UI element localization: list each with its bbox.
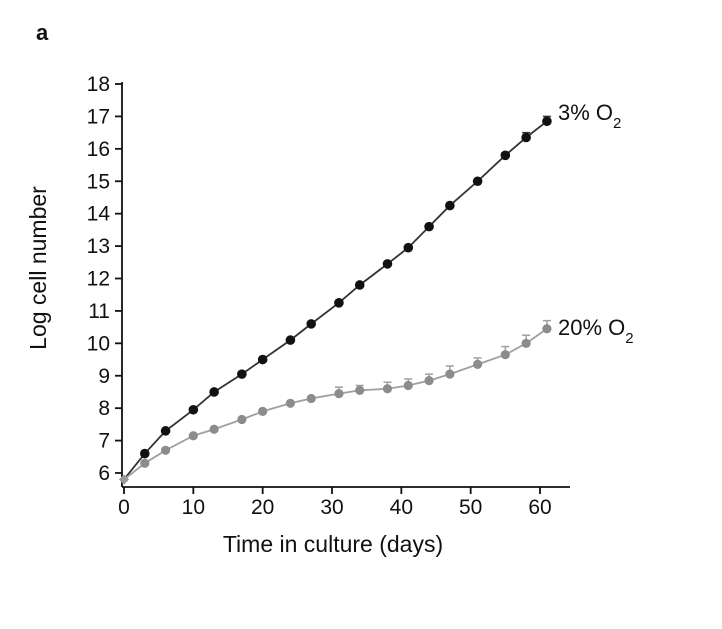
y-tick-label: 6: [98, 462, 110, 485]
data-point: [306, 393, 316, 404]
data-point: [209, 424, 219, 434]
y-tick-label: 14: [87, 203, 111, 226]
x-tick-label: 0: [118, 496, 130, 519]
data-point: [258, 406, 268, 417]
data-point: [237, 369, 247, 379]
data-point: [445, 369, 455, 379]
y-tick-label: 15: [87, 170, 110, 193]
data-point: [306, 319, 317, 329]
y-axis-title: Log cell number: [25, 186, 51, 350]
y-tick-label: 16: [87, 138, 110, 161]
x-tick-label: 40: [390, 496, 413, 519]
y-tick-label: 9: [98, 365, 110, 388]
axes: 6 7 8 9 10 11 12 13 14 15 16 17 18 0 10 20 30 40 50 60: [87, 73, 570, 519]
data-point: [521, 132, 531, 143]
data-point: [140, 458, 150, 468]
data-point: [285, 398, 295, 408]
data-point: [209, 387, 219, 397]
data-point: [285, 335, 296, 345]
data-point: [334, 388, 344, 399]
y-tick-label: 17: [87, 105, 110, 128]
data-point: [140, 448, 150, 459]
data-point: [472, 176, 483, 187]
data-point: [355, 385, 365, 395]
y-tick-label: 8: [98, 397, 110, 420]
data-point: [161, 445, 171, 455]
data-point: [424, 221, 434, 232]
x-tick-label: 50: [459, 496, 482, 519]
data-point: [354, 280, 365, 290]
data-point: [160, 426, 171, 436]
x-tick-label: 10: [182, 496, 205, 519]
data-point: [382, 259, 393, 269]
y-tick-label: 12: [87, 268, 110, 291]
data-point: [542, 324, 552, 334]
series-layer: 3% O2 20% O2: [119, 100, 634, 485]
data-point: [334, 298, 344, 308]
series-1: 3% O2: [119, 100, 621, 485]
data-point: [500, 150, 511, 161]
data-point: [403, 380, 413, 391]
panel-label: a: [36, 20, 49, 45]
x-tick-label: 20: [251, 496, 274, 519]
data-point: [403, 242, 414, 253]
series-label: 20% O2: [558, 315, 634, 347]
y-tick-label: 18: [87, 73, 110, 96]
data-point: [500, 350, 510, 360]
data-point: [445, 200, 455, 211]
y-tick-label: 11: [88, 300, 110, 323]
data-point: [119, 474, 129, 485]
data-point: [542, 116, 552, 127]
data-point: [473, 359, 483, 370]
x-tick-label: 30: [320, 496, 343, 519]
data-point: [188, 404, 199, 415]
x-tick-label: 60: [528, 496, 551, 519]
data-point: [257, 354, 268, 365]
data-point: [521, 338, 531, 348]
y-tick-label: 13: [87, 235, 110, 258]
data-point: [188, 431, 198, 441]
series-label: 3% O2: [558, 100, 621, 132]
data-point: [237, 414, 247, 425]
series-2: 20% O2: [119, 315, 634, 485]
y-tick-label: 7: [98, 430, 110, 453]
y-tick-label: 10: [87, 332, 110, 355]
data-point: [382, 384, 393, 394]
x-axis-title: Time in culture (days): [223, 531, 443, 557]
series-line: [123, 328, 548, 481]
data-point: [424, 376, 434, 386]
